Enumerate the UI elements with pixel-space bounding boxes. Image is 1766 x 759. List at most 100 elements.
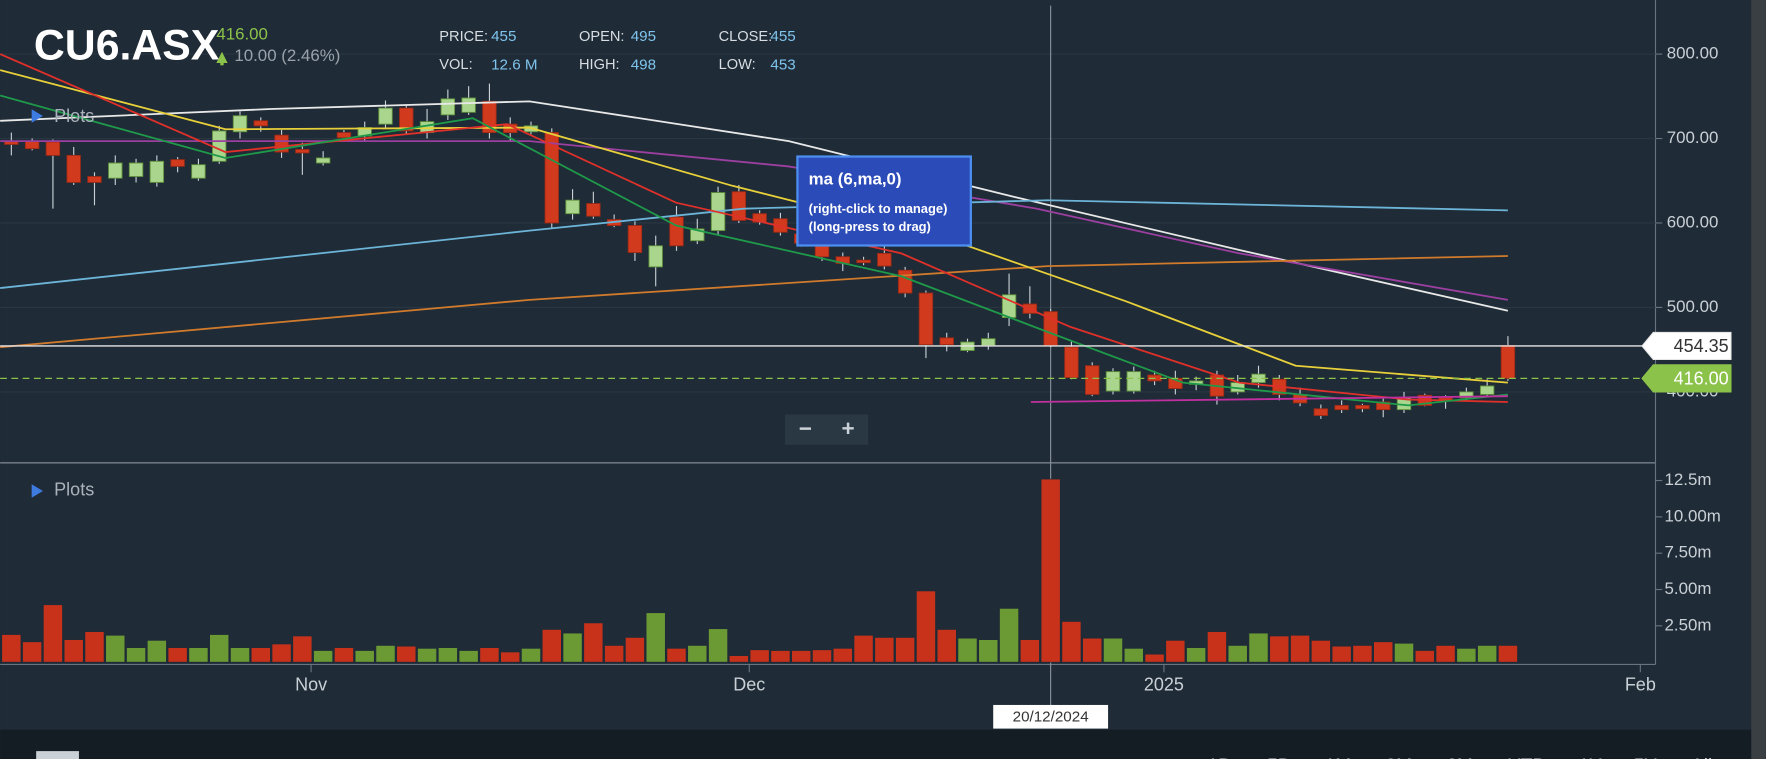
volume-bar <box>334 647 354 663</box>
candle-body <box>108 162 123 179</box>
candle-body <box>565 199 580 215</box>
candle-body <box>170 159 185 167</box>
field-value: 498 <box>631 56 656 73</box>
candle-body <box>1105 371 1121 392</box>
moving-average-line <box>0 255 1508 349</box>
field-label: CLOSE: <box>719 29 773 45</box>
volume-bar <box>791 650 812 663</box>
range-button[interactable]: 1D <box>1207 756 1231 759</box>
volume-bar <box>853 634 874 663</box>
volume-bar <box>354 650 375 663</box>
volume-bar <box>167 647 188 663</box>
plots-toggle[interactable]: Plots <box>54 480 94 500</box>
range-button[interactable]: 3M <box>1385 756 1412 759</box>
candle-body <box>648 245 663 268</box>
volume-bar <box>146 640 167 663</box>
candle-body <box>378 107 393 125</box>
x-tick-label: Nov <box>295 675 327 695</box>
candle-body <box>1479 385 1495 395</box>
crosshair-date: 20/12/2024 <box>1013 708 1089 725</box>
volume-bar <box>1394 642 1414 663</box>
volume-bar <box>375 645 396 663</box>
volume-bar <box>916 590 936 663</box>
volume-bar <box>63 639 84 663</box>
scrollbar[interactable] <box>1751 0 1766 759</box>
field-value: 12.6 M <box>491 56 537 73</box>
up-arrow-stem <box>220 58 224 66</box>
candle-body <box>586 203 601 217</box>
front-layer: CU6.ASX 416.00 10.00 (2.46%) Plots Plots… <box>31 22 1712 759</box>
price-label-box <box>1641 364 1732 393</box>
volume-bar <box>1 634 22 663</box>
expand-icon[interactable] <box>31 484 43 498</box>
volume-bar <box>22 641 43 663</box>
volume-bar <box>1290 634 1310 663</box>
volume-bar <box>583 622 604 663</box>
volume-bar <box>521 648 541 663</box>
price-label: 416.00 <box>1674 368 1729 388</box>
range-button[interactable]: 5Y <box>1634 756 1658 759</box>
volume-bar <box>562 632 583 663</box>
y-tick-label: 7.50m <box>1665 543 1712 562</box>
y-tick-label: 700.00 <box>1667 128 1719 147</box>
field-label: HIGH: <box>579 57 620 73</box>
range-button[interactable]: YTD <box>1508 756 1546 759</box>
zoom-in[interactable]: + <box>842 416 855 441</box>
volume-bar <box>541 629 562 663</box>
volume-bar <box>978 639 999 663</box>
volume-bar <box>666 648 687 663</box>
candle-body <box>128 162 144 177</box>
candle-body <box>149 160 165 183</box>
zoom-out[interactable]: − <box>799 416 812 441</box>
expand-icon[interactable] <box>31 109 43 123</box>
price-label: 454.35 <box>1674 336 1729 356</box>
volume-bar <box>957 637 978 663</box>
volume-bar <box>230 647 250 663</box>
volume-bar <box>1414 650 1435 663</box>
change: 10.00 (2.46%) <box>234 46 340 65</box>
candle-body <box>66 154 81 183</box>
x-tick-label: Feb <box>1625 675 1656 695</box>
range-button[interactable]: All <box>1691 756 1712 759</box>
volume-bar <box>832 648 853 663</box>
volume-bar <box>1456 648 1477 663</box>
plots-toggle[interactable]: Plots <box>54 106 94 126</box>
volume-bar <box>437 647 458 663</box>
field-label: PRICE: <box>439 29 488 45</box>
volume-bar <box>687 645 708 663</box>
volume-bar <box>1144 653 1165 663</box>
candle-body <box>939 337 954 346</box>
volume-bar <box>105 634 126 663</box>
volume-bar <box>1040 478 1061 663</box>
candle-body <box>232 115 248 133</box>
candle-body <box>253 120 268 127</box>
candle-body <box>1085 365 1100 395</box>
candle-body <box>1459 391 1474 399</box>
candle-body <box>24 140 40 150</box>
candle-body <box>336 132 352 139</box>
range-button[interactable]: 1M <box>1325 756 1352 759</box>
field-value: 455 <box>770 28 795 45</box>
calendar-icon[interactable] <box>36 751 79 759</box>
volume-bar <box>396 645 417 663</box>
x-tick-label: 2025 <box>1144 675 1184 695</box>
range-button[interactable]: 6M <box>1446 756 1473 759</box>
y-tick-label: 500.00 <box>1667 297 1719 316</box>
volume-bar <box>999 608 1019 663</box>
crosshair-date-box <box>993 704 1109 729</box>
candle-body <box>856 259 871 264</box>
volume-bar <box>126 647 146 663</box>
candle-body <box>690 228 705 242</box>
price-label-box <box>1641 331 1732 361</box>
field-value: 453 <box>770 56 795 73</box>
field-value: 455 <box>491 28 516 45</box>
range-button[interactable]: 1Y <box>1578 756 1602 759</box>
moving-average-line <box>0 199 1508 289</box>
candle-body <box>87 176 102 183</box>
tooltip <box>796 155 972 247</box>
volume-bar <box>1019 639 1040 663</box>
range-button[interactable]: 5D <box>1267 756 1291 759</box>
field-label: LOW: <box>719 57 756 73</box>
volume-bar <box>1082 637 1103 663</box>
